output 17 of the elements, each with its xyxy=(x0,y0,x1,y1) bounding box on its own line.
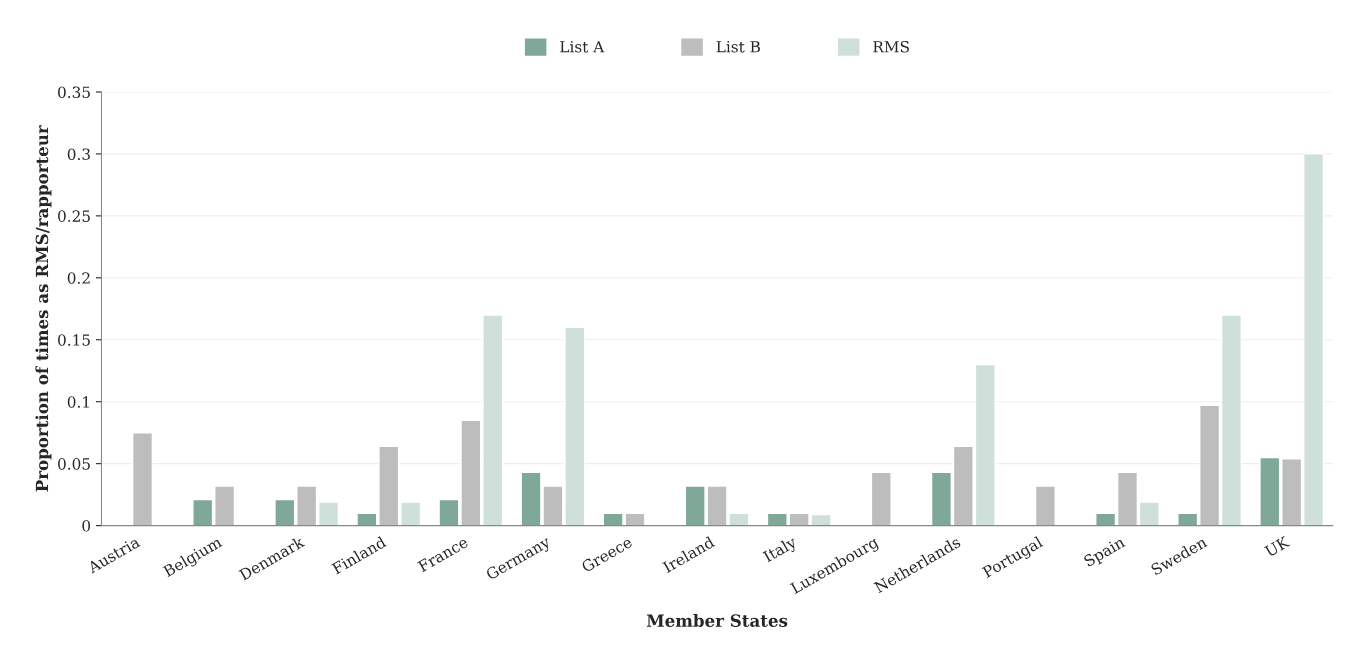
bar xyxy=(1034,485,1056,526)
legend-label: RMS xyxy=(873,40,909,53)
y-tick-label: 0.25 xyxy=(58,210,90,222)
x-axis-title: Member States xyxy=(646,614,788,627)
legend-label: List B xyxy=(716,41,760,53)
x-tick-label: UK xyxy=(1264,535,1291,558)
y-tick-label: 0.15 xyxy=(58,334,90,346)
bar xyxy=(131,431,154,526)
y-axis-title: Proportion of times as RMS/rapporteur xyxy=(35,125,52,492)
y-tick-label: 0.2 xyxy=(67,272,90,284)
y-tick-label: 0 xyxy=(82,520,91,532)
y-tick-label: 0.1 xyxy=(67,396,89,408)
bar xyxy=(870,471,892,526)
y-tick-label: 0.3 xyxy=(67,148,90,160)
legend-label: List A xyxy=(560,41,605,53)
y-tick-label: 0.05 xyxy=(58,458,90,470)
y-tick-label: 0.35 xyxy=(58,86,90,98)
